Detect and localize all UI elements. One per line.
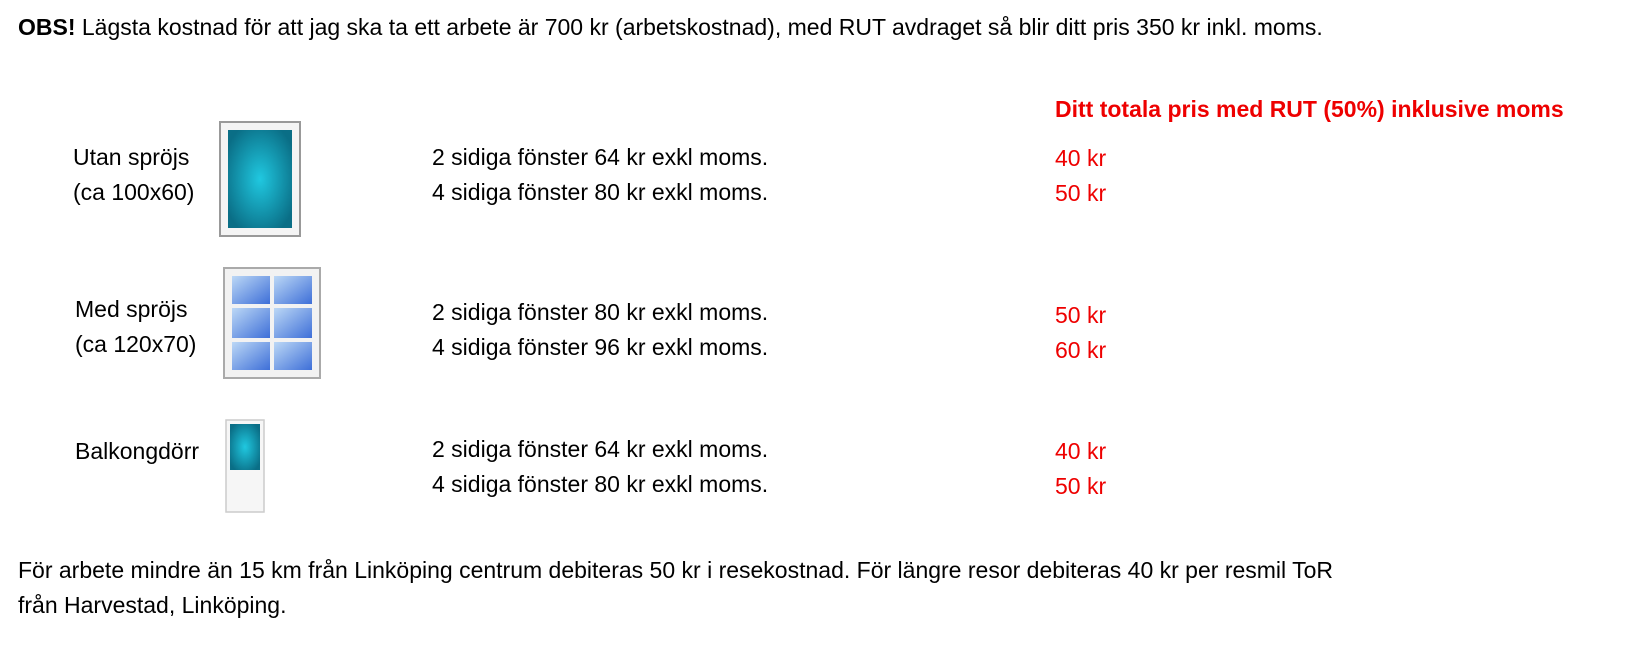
item-size: (ca 120x70) (75, 331, 197, 357)
price: 50 kr (1055, 473, 1107, 499)
window-icon (219, 121, 301, 237)
price: 40 kr (1055, 145, 1107, 171)
notice-text: Lägsta kostnad för att jag ska ta ett ar… (81, 14, 1323, 40)
price: 50 kr (1055, 302, 1107, 328)
description: 2 sidiga fönster 64 kr exkl moms. (432, 436, 769, 462)
price: 50 kr (1055, 180, 1107, 206)
window-icon (223, 267, 321, 379)
notice: OBS! Lägsta kostnad för att jag ska ta e… (18, 10, 1338, 45)
item-name: Utan spröjs (73, 144, 190, 170)
notice-label: OBS! (18, 14, 76, 40)
footer: För arbete mindre än 15 km från Linköpin… (18, 557, 1334, 618)
description: 4 sidiga fönster 80 kr exkl moms. (432, 179, 769, 205)
description: 2 sidiga fönster 64 kr exkl moms. (432, 144, 769, 170)
price-header: Ditt totala pris med RUT (50%) inklusive… (1055, 96, 1564, 122)
price: 60 kr (1055, 337, 1107, 363)
door-icon (225, 419, 265, 513)
price: 40 kr (1055, 438, 1107, 464)
description: 4 sidiga fönster 96 kr exkl moms. (432, 334, 769, 360)
item-size: (ca 100x60) (73, 179, 195, 205)
item-name: Med spröjs (75, 296, 188, 322)
description: 2 sidiga fönster 80 kr exkl moms. (432, 299, 769, 325)
item-name: Balkongdörr (75, 438, 200, 464)
description: 4 sidiga fönster 80 kr exkl moms. (432, 471, 769, 497)
